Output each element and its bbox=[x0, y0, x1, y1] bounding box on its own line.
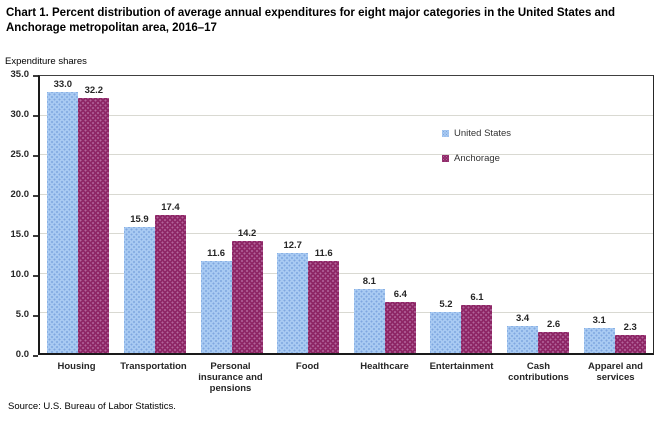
category-label-line: services bbox=[596, 372, 635, 383]
y-tick-mark bbox=[33, 235, 38, 237]
gridline bbox=[40, 193, 653, 195]
bar-united-states bbox=[47, 91, 79, 353]
category-label-line: Housing bbox=[57, 361, 96, 372]
bar-group: 3.4 2.6 bbox=[500, 76, 577, 353]
bar-value-label: 12.7 bbox=[283, 239, 302, 251]
category-label: Housing bbox=[38, 361, 115, 394]
bar-anchorage bbox=[461, 304, 493, 353]
bar-group: 11.6 14.2 bbox=[193, 76, 270, 353]
y-axis-unit-label: Expenditure shares bbox=[5, 56, 87, 67]
bar-united-states bbox=[430, 311, 462, 353]
bar-united-states bbox=[583, 328, 615, 353]
category-label-line: contributions bbox=[508, 372, 569, 383]
category-label-line: Personal bbox=[210, 361, 251, 372]
category-label-line: Transportation bbox=[120, 361, 187, 372]
x-axis-labels: Housing Transportation Personal insurance a… bbox=[38, 361, 654, 394]
y-tick-mark bbox=[33, 275, 38, 277]
category-label: Transportation bbox=[115, 361, 192, 394]
y-tick-label: 10.0 bbox=[10, 269, 30, 280]
bar-value-label: 11.6 bbox=[314, 248, 333, 260]
bar-value-label: 15.9 bbox=[130, 214, 149, 226]
bar-value-label: 6.1 bbox=[470, 291, 484, 303]
category-label-line: Healthcare bbox=[360, 361, 409, 372]
bar-value-label: 17.4 bbox=[161, 202, 180, 214]
legend-marker-anchorage bbox=[442, 154, 449, 162]
bar-united-states bbox=[353, 288, 385, 353]
legend-label: United States bbox=[454, 127, 512, 139]
y-tick-label: 30.0 bbox=[10, 109, 30, 120]
category-label-line: Food bbox=[295, 361, 320, 372]
bar-group: 3.1 2.3 bbox=[576, 76, 653, 353]
bar-value-label: 8.1 bbox=[362, 275, 376, 287]
y-tick-mark bbox=[33, 75, 38, 77]
gridline bbox=[40, 233, 653, 235]
category-label-line: pensions bbox=[209, 383, 252, 394]
gridline bbox=[40, 114, 653, 116]
legend: United States Anchorage bbox=[442, 127, 511, 177]
bar-united-states bbox=[507, 326, 539, 353]
plot-area: 33.0 32.2 15.9 17.4 11.6 14.2 12.7 11.6 8.1 6.4 5.… bbox=[38, 75, 654, 355]
legend-marker-united-states bbox=[442, 129, 449, 137]
bar-anchorage bbox=[614, 334, 646, 353]
bar-united-states bbox=[123, 227, 155, 353]
y-tick-label: 25.0 bbox=[10, 149, 30, 160]
bar-group: 8.1 6.4 bbox=[347, 76, 424, 353]
category-label-line: Apparel and bbox=[588, 361, 643, 372]
bar-anchorage bbox=[384, 302, 416, 353]
bar-value-label: 6.4 bbox=[393, 289, 407, 301]
bar-value-label: 14.2 bbox=[237, 227, 257, 239]
bar-value-label: 3.4 bbox=[515, 313, 530, 325]
y-tick-mark bbox=[33, 195, 38, 197]
category-label-line: insurance and bbox=[198, 372, 263, 383]
legend-item: United States bbox=[442, 127, 511, 139]
bar-value-label: 33.0 bbox=[53, 78, 73, 90]
y-tick-mark bbox=[33, 355, 38, 357]
y-axis: 0.0 5.0 10.0 15.0 20.0 25.0 30.0 35.0 bbox=[0, 69, 38, 360]
bar-group: 33.0 32.2 bbox=[40, 76, 117, 353]
y-tick-mark bbox=[33, 115, 38, 117]
legend-label: Anchorage bbox=[454, 152, 500, 164]
bar-value-label: 3.1 bbox=[592, 315, 606, 327]
category-label: Cash contributions bbox=[500, 361, 577, 394]
bar-group: 15.9 17.4 bbox=[117, 76, 194, 353]
category-label-line: Entertainment bbox=[429, 361, 494, 372]
y-tick-label: 15.0 bbox=[10, 229, 30, 240]
bar-anchorage bbox=[538, 332, 570, 353]
bar-value-label: 2.3 bbox=[623, 321, 637, 333]
y-tick-label: 20.0 bbox=[10, 189, 30, 200]
bar-anchorage bbox=[154, 215, 186, 353]
bar-value-label: 11.6 bbox=[207, 248, 226, 260]
y-tick-mark bbox=[33, 315, 38, 317]
bar-value-label: 5.2 bbox=[439, 298, 453, 310]
bar-united-states bbox=[277, 252, 309, 353]
y-tick-label: 35.0 bbox=[10, 69, 30, 80]
gridline bbox=[40, 312, 653, 314]
bar-united-states bbox=[200, 261, 232, 353]
category-label: Personal insurance and pensions bbox=[192, 361, 269, 394]
y-tick-label: 0.0 bbox=[15, 349, 29, 360]
gridline bbox=[40, 154, 653, 156]
category-label: Healthcare bbox=[346, 361, 423, 394]
bar-value-label: 2.6 bbox=[546, 319, 561, 331]
y-tick-mark bbox=[33, 155, 38, 157]
category-label: Apparel and services bbox=[577, 361, 654, 394]
bar-group: 5.2 6.1 bbox=[423, 76, 500, 353]
category-label-line: Cash bbox=[526, 361, 551, 372]
legend-item: Anchorage bbox=[442, 152, 511, 164]
bar-value-label: 32.2 bbox=[84, 85, 104, 97]
chart-title: Chart 1. Percent distribution of average… bbox=[6, 7, 615, 34]
bar-anchorage bbox=[308, 261, 340, 353]
bar-anchorage bbox=[78, 98, 110, 353]
category-label: Entertainment bbox=[423, 361, 500, 394]
category-label: Food bbox=[269, 361, 346, 394]
y-tick-label: 5.0 bbox=[15, 309, 29, 320]
gridline bbox=[40, 272, 653, 274]
bar-group: 12.7 11.6 bbox=[270, 76, 347, 353]
source-note: Source: U.S. Bureau of Labor Statistics. bbox=[8, 401, 176, 412]
bar-anchorage bbox=[231, 240, 263, 353]
